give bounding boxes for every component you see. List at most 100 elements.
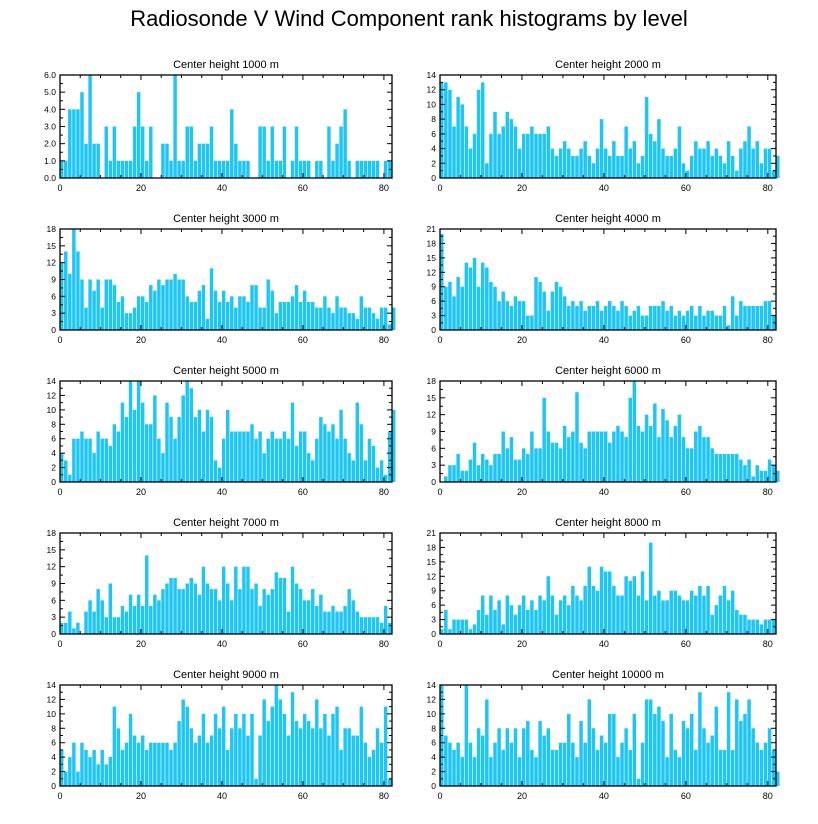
- bar: [464, 685, 469, 786]
- bar: [367, 438, 372, 482]
- bar: [763, 470, 768, 482]
- x-tick-label: 20: [517, 487, 527, 497]
- bar: [468, 459, 473, 482]
- bar: [157, 279, 161, 330]
- bar: [177, 589, 181, 634]
- bar: [616, 595, 620, 634]
- bar: [669, 590, 673, 634]
- bar: [262, 453, 266, 482]
- panel-8: Center height 9000 m 0 20 40 60 80 0 2 4 6 8 10 12 14: [47, 669, 393, 801]
- y-tick-label: 15: [427, 253, 437, 263]
- bar: [80, 92, 84, 178]
- bar: [298, 728, 303, 786]
- y-tick-label: 10: [427, 709, 437, 719]
- bar: [681, 315, 686, 330]
- bar: [238, 296, 242, 330]
- bar: [521, 133, 526, 178]
- bar: [230, 431, 234, 482]
- bar: [747, 305, 751, 330]
- bar: [440, 82, 444, 178]
- bar: [157, 438, 161, 482]
- y-tick-label: 21: [427, 528, 437, 538]
- bar: [505, 728, 510, 786]
- bar: [92, 290, 96, 330]
- bar: [315, 605, 319, 634]
- bar: [698, 425, 702, 482]
- bar: [189, 301, 194, 330]
- bar: [743, 465, 747, 482]
- y-tick-label: 12: [427, 571, 437, 581]
- bar: [120, 296, 125, 330]
- bar: [702, 728, 706, 786]
- bar: [80, 279, 84, 330]
- bar: [452, 296, 456, 330]
- y-tick-label: 12: [47, 562, 57, 572]
- bar: [448, 629, 452, 634]
- bar: [616, 757, 620, 786]
- bar: [730, 296, 735, 330]
- y-tick-label: 2: [51, 463, 56, 473]
- y-tick-label: 6: [51, 738, 56, 748]
- bar: [226, 301, 230, 330]
- bar: [554, 155, 559, 178]
- bar: [681, 721, 686, 786]
- bar: [722, 453, 727, 482]
- x-tick-label: 80: [763, 183, 773, 193]
- bar: [120, 160, 125, 178]
- bar: [595, 590, 600, 634]
- x-tick-label: 80: [379, 335, 389, 345]
- bar: [132, 307, 137, 330]
- bar: [694, 315, 698, 330]
- bar: [209, 589, 214, 634]
- bar: [759, 624, 764, 634]
- bar: [714, 453, 719, 482]
- bar: [648, 425, 653, 482]
- bar: [591, 163, 596, 178]
- bar: [335, 611, 339, 634]
- bar: [359, 160, 364, 178]
- bar: [371, 160, 376, 178]
- bar: [685, 600, 690, 634]
- bar: [509, 119, 514, 178]
- bar: [509, 437, 514, 482]
- bar: [689, 448, 694, 482]
- bar: [497, 600, 501, 634]
- bar: [355, 611, 360, 634]
- bar: [355, 402, 360, 482]
- x-tick-label: 60: [681, 791, 691, 801]
- bar: [189, 577, 194, 634]
- bar: [379, 742, 384, 786]
- y-tick-label: 18: [47, 224, 57, 234]
- bar: [685, 448, 690, 482]
- bar: [489, 757, 493, 786]
- panel-title: Center height 7000 m: [173, 517, 279, 529]
- bar: [230, 296, 234, 330]
- bar: [136, 381, 141, 482]
- bar: [567, 605, 571, 634]
- bar: [530, 600, 534, 634]
- bar: [169, 749, 173, 786]
- bar: [538, 448, 542, 482]
- bar: [193, 742, 198, 786]
- bar: [383, 706, 388, 786]
- bar: [583, 310, 587, 330]
- bar: [145, 424, 149, 482]
- bar: [363, 307, 368, 330]
- y-tick-label: 15: [47, 545, 57, 555]
- bar: [608, 442, 612, 482]
- bar: [681, 437, 686, 482]
- bar: [270, 589, 274, 634]
- bar: [608, 155, 612, 178]
- bar: [72, 109, 76, 178]
- bar: [497, 133, 501, 178]
- bar: [657, 305, 661, 330]
- bar: [579, 721, 583, 786]
- bar: [104, 617, 108, 634]
- bar: [595, 148, 600, 178]
- bar: [286, 301, 291, 330]
- bar: [452, 126, 456, 178]
- bar: [205, 409, 210, 482]
- bar: [644, 97, 649, 178]
- bar: [718, 315, 723, 330]
- bar: [739, 459, 743, 482]
